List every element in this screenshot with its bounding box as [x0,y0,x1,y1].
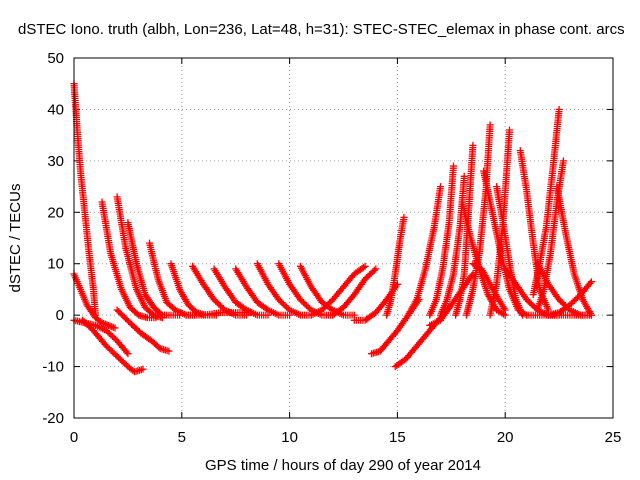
x-tick-label: 20 [497,429,514,446]
series-15 [275,260,337,319]
series-markers [98,198,160,322]
series-markers [553,183,595,319]
series-11 [189,262,250,319]
series-markers [544,278,595,319]
y-tick-label: 20 [47,204,64,221]
y-tick-label: 0 [56,307,64,324]
plot-border [73,57,614,419]
series-markers [232,265,294,319]
series-27 [426,270,477,329]
y-tick-label: -10 [42,359,64,376]
series-12 [210,265,272,319]
series-markers [426,270,477,329]
series-markers [329,265,380,319]
series-13 [232,265,294,319]
series-markers [79,316,147,376]
series-4 [98,198,160,322]
series-6 [124,219,184,319]
series-23 [404,183,444,319]
series-38 [553,183,595,319]
series-markers [253,260,315,319]
series-markers [383,213,408,319]
series-16 [296,262,358,319]
y-tick-label: -20 [42,410,64,427]
chart-title: dSTEC Iono. truth (albh, Lon=236, Lat=48… [18,21,625,38]
series-41 [544,278,595,319]
series-18 [329,265,380,319]
series-17 [307,262,369,319]
x-tick-label: 10 [281,429,298,446]
series-3 [79,316,147,376]
series-markers [296,262,358,319]
series-36 [529,105,563,299]
series-0 [70,80,100,319]
series-24 [426,162,457,319]
series-markers [189,262,250,319]
y-axis-label: dSTEC / TECUs [7,184,24,293]
series-markers [275,260,337,319]
series-markers [113,306,173,355]
y-tick-label: 40 [47,101,64,118]
series-markers [426,162,457,319]
series-8 [146,239,199,319]
series-markers [529,105,563,299]
x-axis-label: GPS time / hours of day 290 of year 2014 [205,457,481,474]
x-tick-label: 5 [178,429,186,446]
axis-ticks: 0 5 10 15 20 25 -20 -10 0 10 20 30 40 50 [42,50,621,446]
series-markers [124,219,184,319]
series-14 [253,260,315,319]
data-points [70,80,595,376]
series-markers [113,193,166,322]
series-5 [113,193,166,322]
x-tick-label: 25 [605,429,622,446]
series-markers [307,262,369,319]
y-tick-label: 50 [47,50,64,67]
series-21 [383,213,408,319]
series-markers [70,80,100,319]
series-markers [146,239,199,319]
series-markers [404,183,444,319]
y-tick-label: 10 [47,256,64,273]
y-tick-label: 30 [47,153,64,170]
x-tick-label: 15 [389,429,406,446]
series-7 [113,306,173,355]
x-tick-label: 0 [70,429,78,446]
series-markers [210,265,272,319]
